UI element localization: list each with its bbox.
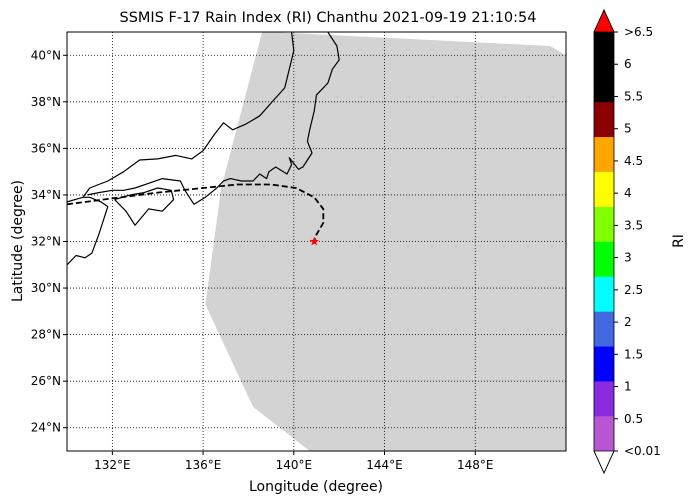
colorbar-tick-label: 5 [624,122,632,136]
colorbar-tick-label: 4 [624,186,632,200]
colorbar-under-arrow [593,450,615,474]
colorbar-tick-label: 1.5 [624,347,643,361]
colorbar [593,9,615,474]
coastline [87,32,340,205]
colorbar-tick-label: 5.5 [624,89,643,103]
colorbar-segment [594,311,614,347]
y-tick-label: 26°N [31,374,61,388]
colorbar-tick-label: 1 [624,380,632,394]
y-tick-label: 40°N [31,48,61,62]
colorbar-over-arrow [593,9,615,33]
x-tick-label: 132°E [94,458,131,472]
colorbar-tick-label: 0.5 [624,412,643,426]
colorbar-tick-label: 2 [624,315,632,329]
y-tick-label: 30°N [31,281,61,295]
colorbar-segment [594,346,614,382]
coastline [114,187,175,226]
chart-title: SSMIS F-17 Rain Index (RI) Chanthu 2021-… [120,10,537,26]
colorbar-segment [594,276,614,312]
colorbar-tick-label: 3.5 [624,218,643,232]
x-axis-ticks: 132°E 136°E 140°E 144°E 148°E [94,451,494,472]
colorbar-segment [594,171,614,207]
x-tick-label: 136°E [185,458,222,472]
colorbar-tick-label: 4.5 [624,154,643,168]
colorbar-segment [594,381,614,417]
x-tick-label: 148°E [457,458,494,472]
x-tick-label: 140°E [276,458,313,472]
x-tick-label: 144°E [366,458,403,472]
y-axis-ticks: 24°N 26°N 28°N 30°N 32°N 34°N 36°N 38°N 40°N [31,48,67,435]
colorbar-ticks: <0.01 0.5 1 1.5 2 2.5 3 3.5 4 4.5 5 5.5 6 >6.5 [614,25,661,458]
track-line [67,183,325,242]
coastline [67,196,109,266]
coastline [67,32,295,203]
colorbar-tick-label: 2.5 [624,283,643,297]
colorbar-label: RI [671,234,687,248]
storm-track [67,183,325,242]
colorbar-segment [594,416,614,452]
colorbar-tick-label: 6 [624,57,632,71]
y-tick-label: 32°N [31,235,61,249]
map-axes [66,31,567,452]
colorbar-tick-label: 3 [624,251,632,265]
coastlines [67,32,340,266]
colorbar-segment [594,241,614,277]
y-tick-label: 38°N [31,95,61,109]
colorbar-tick-label: >6.5 [624,25,653,39]
colorbar-segment [594,101,614,138]
colorbar-segment [594,32,614,68]
colorbar-segment [594,206,614,242]
y-tick-label: 34°N [31,188,61,202]
y-axis-label: Latitude (degree) [10,180,26,302]
y-tick-label: 24°N [31,421,61,435]
x-axis-label: Longitude (degree) [249,479,383,495]
colorbar-tick-label: <0.01 [624,444,661,458]
y-tick-label: 28°N [31,328,61,342]
colorbar-segment [594,66,614,103]
y-tick-label: 36°N [31,141,61,155]
storm-position [309,236,319,246]
storm-star-marker [309,236,319,246]
colorbar-segment [594,136,614,172]
